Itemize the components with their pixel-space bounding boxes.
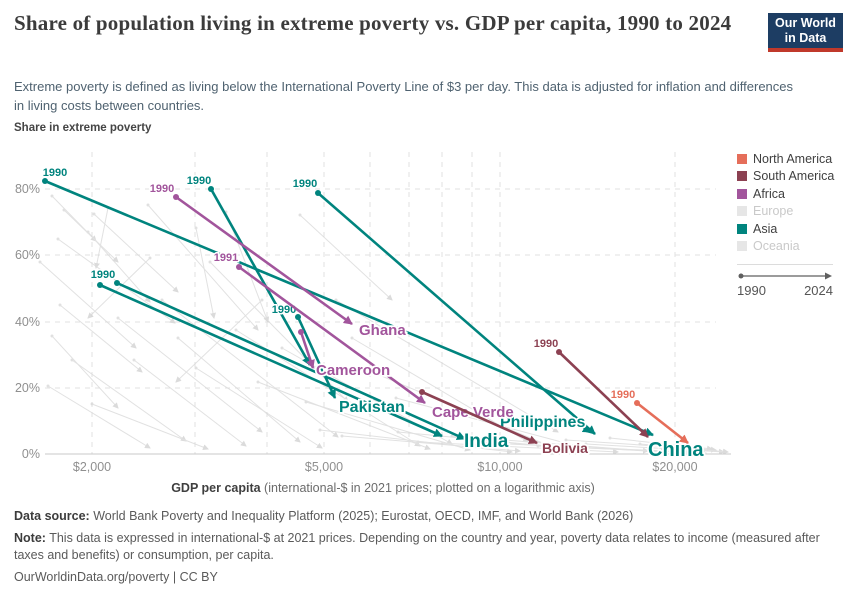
time-start-label: 1990 (737, 283, 766, 298)
legend-label: Europe (753, 204, 794, 219)
chart-canvas: 80% 60% 40% 20% 0% $2,000 $5,000 $10,000 $20,000… (15, 152, 731, 474)
continent-legend: North America South America Africa Europe As… (737, 150, 843, 255)
footer: Data source: World Bank Poverty and Ineq… (14, 508, 836, 591)
arrow-pakistan[interactable] (295, 314, 337, 399)
year-label-philippines: 1990 (293, 178, 317, 190)
start-dot-china (42, 178, 48, 184)
legend-item-south-america[interactable]: South America (737, 168, 843, 186)
owid-logo-line2: in Data (784, 31, 827, 45)
legend-swatch (737, 206, 747, 217)
year-label-cape-verde: 1991 (214, 252, 238, 264)
arrow-india[interactable] (114, 280, 466, 441)
legend-swatch (737, 153, 747, 164)
arrow-asia-unlabeled[interactable] (97, 282, 443, 438)
arrow-cape-verde[interactable] (236, 264, 426, 405)
y-tick-0: 0% (22, 447, 40, 461)
arrow-asia-unlabeled-2[interactable] (208, 186, 312, 366)
year-label-south-america-unlabeled: 1990 (534, 338, 558, 350)
arrow-cameroon[interactable] (298, 329, 315, 369)
chart-subtitle: Extreme poverty is defined as living bel… (14, 79, 794, 113)
year-label-asia-unlabeled: 1990 (91, 269, 115, 281)
y-tick-40: 40% (15, 315, 40, 329)
legend-item-asia[interactable]: Asia (737, 220, 843, 238)
legend-label: Africa (753, 186, 785, 201)
arrow-bolivia[interactable] (419, 389, 538, 445)
page-title: Share of population living in extreme po… (14, 11, 732, 35)
start-dot-north-america-unlabeled (634, 400, 640, 406)
country-label-china[interactable]: China (646, 437, 706, 463)
country-label-philippines[interactable]: Philippines (498, 412, 587, 433)
note-text: This data is expressed in international-… (14, 531, 820, 562)
label-connector-philippines (576, 423, 592, 433)
y-tick-80: 80% (15, 182, 40, 196)
arrow-south-america-unlabeled[interactable] (556, 349, 649, 438)
legend-item-europe[interactable]: Europe (737, 203, 843, 221)
country-label-cameroon[interactable]: Cameroon (314, 360, 392, 381)
note-line: Note: This data is expressed in internat… (14, 530, 836, 564)
arrow-china[interactable] (42, 178, 654, 437)
time-arrow (738, 272, 832, 280)
x-axis-title: GDP per capita (international-$ in 2021 … (0, 481, 766, 495)
x-tick-20000: $20,000 (652, 460, 697, 474)
legend-divider (737, 264, 833, 265)
country-label-pakistan[interactable]: Pakistan (337, 397, 406, 418)
time-axis-labels: 1990 2024 (737, 283, 833, 298)
legend-item-africa[interactable]: Africa (737, 185, 843, 203)
x-tick-5000: $5,000 (305, 460, 343, 474)
x-tick-10000: $10,000 (477, 460, 522, 474)
year-label-china: 1990 (43, 167, 67, 179)
start-dot-india (114, 280, 120, 286)
country-label-ghana[interactable]: Ghana (357, 320, 408, 341)
year-label-asia-unlabeled-2: 1990 (187, 175, 211, 187)
data-source-label: Data source: (14, 509, 90, 523)
legend-label: South America (753, 169, 835, 184)
x-axis-title-rest: (international-$ in 2021 prices; plotted… (260, 481, 595, 495)
legend-label: Oceania (753, 239, 800, 254)
start-dot-south-america-unlabeled (556, 349, 562, 355)
country-label-bolivia[interactable]: Bolivia (540, 438, 590, 458)
start-dot-asia-unlabeled-2 (208, 186, 214, 192)
x-tick-2000: $2,000 (73, 460, 111, 474)
start-dot-ghana (173, 194, 179, 200)
country-label-cape-verde[interactable]: Cape Verde (430, 402, 515, 423)
x-axis-title-bold: GDP per capita (171, 481, 261, 495)
legend-item-north-america[interactable]: North America (737, 150, 843, 168)
legend-item-oceania[interactable]: Oceania (737, 238, 843, 256)
legend-swatch (737, 223, 747, 234)
legend-label: Asia (753, 221, 778, 236)
start-dot-bolivia (419, 389, 425, 395)
legend-swatch (737, 241, 747, 252)
y-axis-title: Share in extreme poverty (14, 122, 152, 134)
owid-logo-line1: Our World (775, 16, 836, 30)
start-dot-pakistan (295, 314, 301, 320)
start-dot-philippines (315, 190, 321, 196)
data-source-line: Data source: World Bank Poverty and Ineq… (14, 508, 836, 525)
arrow-north-america-unlabeled[interactable] (634, 400, 689, 445)
arrow-philippines[interactable] (315, 190, 596, 435)
data-source-text: World Bank Poverty and Inequality Platfo… (89, 509, 634, 523)
year-label-ghana: 1990 (150, 183, 174, 195)
legend-label: North America (753, 151, 833, 166)
country-label-india[interactable]: India (462, 429, 510, 454)
time-end-label: 2024 (804, 283, 833, 298)
owid-logo[interactable]: Our World in Data (768, 13, 843, 52)
legend-swatch (737, 171, 747, 182)
year-label-north-america-unlabeled: 1990 (611, 389, 635, 401)
note-label: Note: (14, 531, 46, 545)
y-tick-20: 20% (15, 381, 40, 395)
y-tick-60: 60% (15, 248, 40, 262)
arrow-ghana[interactable] (173, 194, 353, 326)
start-dot-cameroon (298, 329, 304, 335)
year-label-pakistan: 1990 (272, 304, 296, 316)
start-dot-asia-unlabeled (97, 282, 103, 288)
legend-swatch (737, 188, 747, 199)
footer-link[interactable]: OurWorldinData.org/poverty | CC BY (14, 570, 218, 584)
start-dot-cape-verde (236, 264, 242, 270)
